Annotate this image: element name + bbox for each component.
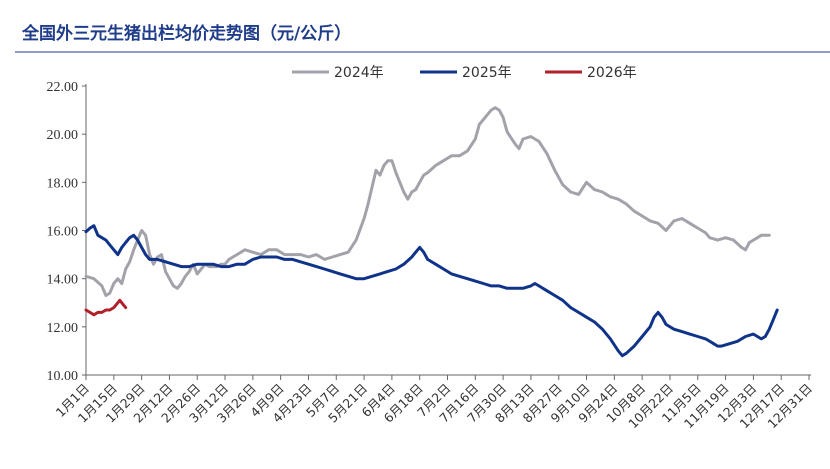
y-tick-label: 22.00 (47, 80, 79, 95)
legend-label: 2025年 (462, 65, 512, 81)
y-tick-label: 16.00 (47, 225, 79, 240)
y-tick-label: 20.00 (47, 128, 79, 143)
series-line-2024年 (84, 106, 771, 297)
y-axis-ticks: 10.00 12.00 14.00 16.00 18.00 20.00 22.00 (47, 80, 86, 384)
axes (85, 84, 811, 376)
legend: 2024年 2025年 2026年 (292, 65, 637, 81)
chart-title: 全国外三元生猪出栏均价走势图（元/公斤） (21, 23, 351, 44)
series-line-2026年 (84, 298, 128, 317)
series-lines (84, 106, 779, 358)
y-tick-label: 14.00 (47, 273, 79, 288)
legend-label: 2026年 (587, 65, 637, 81)
x-axis-ticks: 1月1日1月15日1月29日2月12日2月26日3月12日3月26日4月9日4月… (53, 375, 815, 431)
series-line-2025年 (84, 224, 779, 358)
legend-label: 2024年 (334, 65, 384, 81)
y-tick-label: 10.00 (47, 369, 79, 384)
y-tick-label: 12.00 (47, 321, 79, 336)
y-tick-label: 18.00 (47, 176, 79, 191)
